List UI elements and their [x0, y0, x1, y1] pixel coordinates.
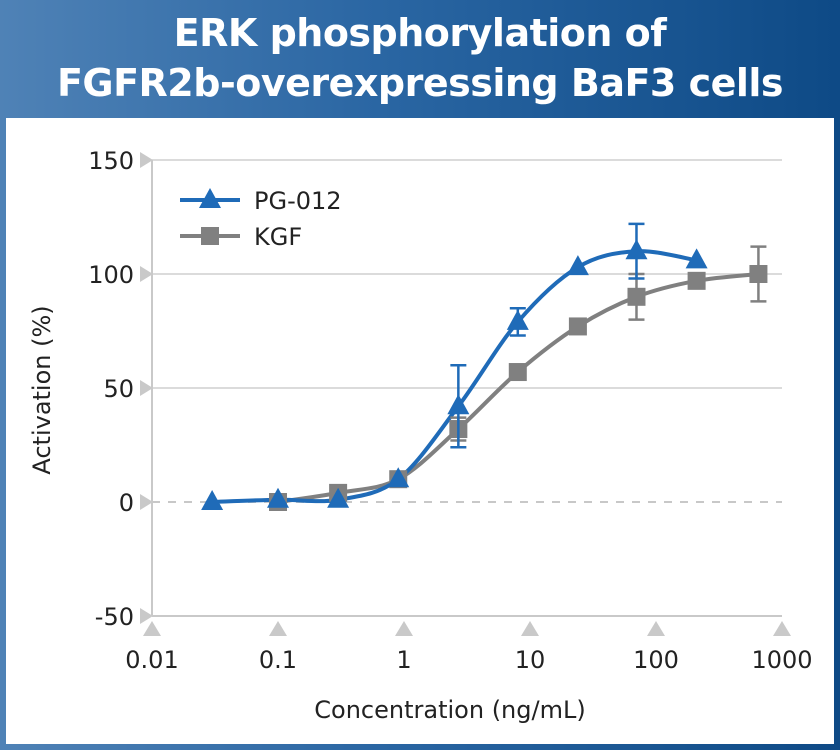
legend-marker-kgf — [201, 227, 219, 245]
y-tick-label-0: 150 — [88, 147, 134, 175]
data-point-kgf-7 — [687, 271, 706, 290]
data-point-pg-012-4 — [447, 394, 470, 415]
legend-label-kgf: KGF — [254, 223, 302, 251]
grid-layer — [152, 159, 782, 617]
chart-title-line-2: FGFR2b-overexpressing BaF3 cells — [56, 61, 784, 105]
data-point-pg-012-5 — [506, 309, 529, 330]
data-point-kgf-4 — [508, 363, 527, 382]
chart-title: ERK phosphorylation of FGFR2b-overexpres… — [0, 8, 840, 108]
x-tick-arrow-3 — [521, 621, 539, 636]
legend: PG-012 KGF — [180, 187, 342, 251]
x-tick-arrow-4 — [647, 621, 665, 636]
y-tick-arrow-0 — [140, 152, 153, 168]
x-tick-label-0: 0.01 — [125, 646, 178, 674]
data-point-pg-012-3 — [387, 467, 410, 488]
data-point-pg-012-1 — [267, 487, 289, 508]
marker-layer — [201, 222, 768, 511]
data-point-kgf-5 — [568, 317, 587, 336]
legend-marker-pg-012 — [199, 188, 221, 208]
x-tick-arrow-2 — [395, 621, 413, 636]
data-point-pg-012-0 — [201, 490, 224, 510]
data-point-pg-012-8 — [685, 248, 708, 269]
y-tick-label-4: -50 — [95, 603, 134, 631]
x-tick-label-1: 0.1 — [259, 646, 297, 674]
y-tick-label-2: 50 — [103, 375, 134, 403]
axis-layer: 150 100 50 0 -50 0.01 0.1 1 10 100 1000 — [88, 147, 812, 674]
x-tick-arrow-1 — [269, 621, 287, 636]
curve-layer — [210, 249, 761, 504]
data-point-pg-012-2 — [327, 487, 350, 508]
data-point-pg-012-7 — [625, 239, 648, 260]
y-tick-arrow-1 — [140, 266, 153, 282]
x-tick-label-3: 10 — [515, 646, 546, 674]
y-tick-arrow-2 — [140, 380, 153, 396]
x-tick-label-5: 1000 — [751, 646, 812, 674]
y-tick-arrow-3 — [140, 494, 153, 510]
series-line-pg-012 — [210, 249, 699, 504]
y-tick-label-1: 100 — [88, 261, 134, 289]
data-point-kgf-8 — [749, 265, 768, 283]
x-tick-arrow-0 — [143, 621, 161, 636]
x-tick-label-4: 100 — [633, 646, 679, 674]
legend-label-pg-012: PG-012 — [254, 187, 342, 215]
y-tick-arrow-4 — [140, 608, 153, 624]
x-axis-label: Concentration (ng/mL) — [314, 696, 585, 724]
y-axis-label: Activation (%) — [28, 305, 56, 474]
x-tick-label-2: 1 — [396, 646, 411, 674]
plot-panel — [6, 118, 834, 744]
chart-title-line-1: ERK phosphorylation of — [173, 11, 667, 55]
data-point-pg-012-6 — [566, 255, 589, 276]
x-tick-arrow-5 — [773, 621, 791, 636]
y-tick-label-3: 0 — [119, 489, 134, 517]
data-point-kgf-6 — [627, 287, 646, 306]
